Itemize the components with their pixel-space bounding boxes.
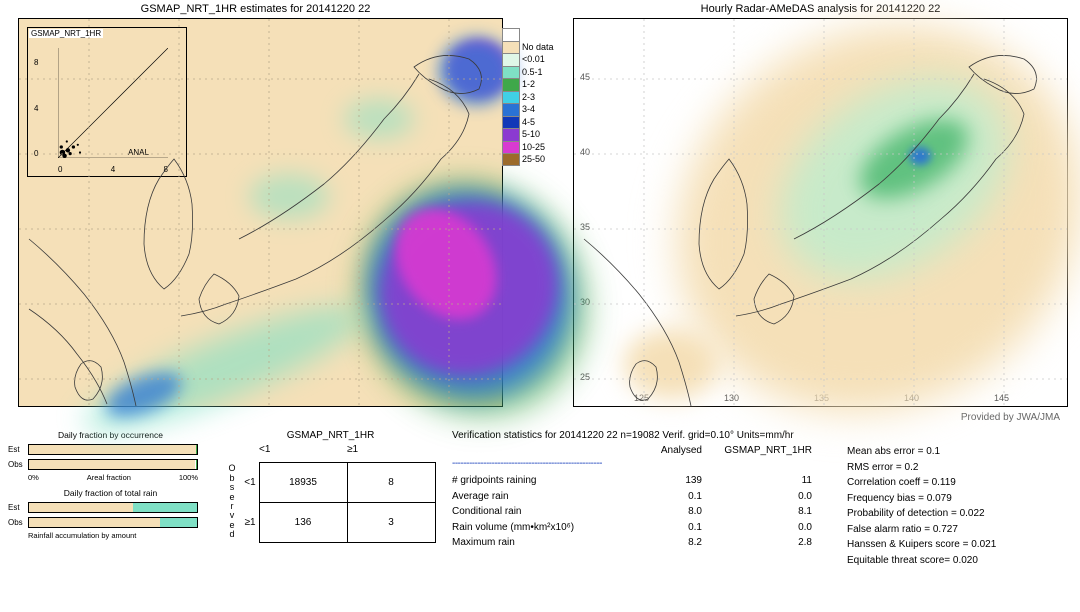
verif-table-row: Conditional rain8.08.1	[452, 505, 847, 519]
left-map-panel: GSMAP_NRT_1HR estimates for 20141220 22	[8, 2, 503, 407]
contingency-table: GSMAP_NRT_1HR <1 ≥1 Observed <1 18935 8 …	[223, 430, 438, 610]
verif-stat-row: Hanssen & Kuipers score = 0.021	[847, 538, 996, 552]
coastline-svg-right	[574, 19, 1067, 406]
fraction-caption-2: Rainfall accumulation by amount	[28, 531, 198, 540]
verif-stat-row: Equitable threat score= 0.020	[847, 554, 996, 568]
verif-stat-row: RMS error = 0.2	[847, 461, 996, 475]
observed-label: Observed	[223, 462, 241, 542]
colorbar: No data<0.010.5-11-22-33-44-55-1010-2525…	[502, 28, 567, 166]
fraction-title-1: Daily fraction by occurrence	[8, 430, 213, 440]
verif-title: Verification statistics for 20141220 22 …	[452, 430, 1072, 441]
contingency-title: GSMAP_NRT_1HR	[223, 430, 438, 441]
verif-table-row: # gridpoints raining13911	[452, 474, 847, 488]
verification-stats: Verification statistics for 20141220 22 …	[452, 430, 1072, 610]
verif-stat-row: False alarm ratio = 0.727	[847, 523, 996, 537]
verif-stat-row: Mean abs error = 0.1	[847, 445, 996, 459]
verif-stat-row: Correlation coeff = 0.119	[847, 476, 996, 490]
verif-table-row: Rain volume (mm•km²x10⁶)0.10.0	[452, 521, 847, 535]
fraction-bar-row: Obs	[8, 516, 213, 529]
verif-table-row: Average rain0.10.0	[452, 490, 847, 504]
fraction-title-2: Daily fraction of total rain	[8, 488, 213, 498]
verif-table-row: Maximum rain8.22.8	[452, 536, 847, 550]
fraction-scale-1: 0% Areal fraction 100%	[28, 473, 198, 482]
fraction-bar-row: Obs	[8, 458, 213, 471]
provided-by-label: Provided by JWA/JMA	[961, 412, 1060, 423]
verif-stat-row: Probability of detection = 0.022	[847, 507, 996, 521]
verif-stat-row: Frequency bias = 0.079	[847, 492, 996, 506]
fraction-bars: Daily fraction by occurrence Est Obs 0% A…	[8, 430, 213, 610]
right-map-body: 45 40 35 30 25 125 130 135 140 145	[573, 18, 1068, 407]
left-map-body: 8 4 0 0 4 8 ANAL GSMAP_NRT_1HR	[18, 18, 503, 407]
fraction-bar-row: Est	[8, 443, 213, 456]
fraction-bar-row: Est	[8, 501, 213, 514]
bottom-stats-section: Daily fraction by occurrence Est Obs 0% A…	[8, 430, 1072, 610]
right-map-panel: Hourly Radar-AMeDAS analysis for 2014122…	[573, 2, 1068, 407]
coastline-svg-left	[19, 19, 502, 406]
